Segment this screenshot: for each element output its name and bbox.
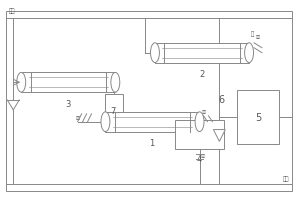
Bar bbox=[175, 120, 224, 149]
Text: 5: 5 bbox=[255, 113, 261, 123]
Text: 3: 3 bbox=[65, 100, 70, 109]
Text: 小小: 小小 bbox=[200, 154, 206, 158]
Text: 油品: 油品 bbox=[283, 176, 290, 182]
Ellipse shape bbox=[111, 72, 120, 92]
Text: 7: 7 bbox=[111, 107, 116, 116]
Text: 内内: 内内 bbox=[76, 116, 81, 120]
Ellipse shape bbox=[195, 112, 204, 132]
Text: 2: 2 bbox=[199, 70, 204, 79]
Text: 小小: 小小 bbox=[202, 110, 206, 114]
Ellipse shape bbox=[151, 43, 159, 63]
Bar bbox=[237, 90, 279, 144]
Ellipse shape bbox=[17, 72, 26, 92]
Bar bbox=[105, 94, 123, 112]
Ellipse shape bbox=[101, 112, 110, 132]
Text: 6: 6 bbox=[218, 95, 224, 105]
Text: 4: 4 bbox=[197, 155, 202, 164]
Bar bbox=[155, 43, 249, 63]
Text: 气: 气 bbox=[251, 31, 254, 37]
Text: 气小: 气小 bbox=[256, 35, 261, 39]
Text: 气体: 气体 bbox=[8, 9, 15, 14]
Bar bbox=[105, 112, 200, 132]
Text: 1: 1 bbox=[149, 139, 154, 148]
Bar bbox=[21, 72, 115, 92]
Polygon shape bbox=[213, 130, 225, 141]
Ellipse shape bbox=[244, 43, 253, 63]
